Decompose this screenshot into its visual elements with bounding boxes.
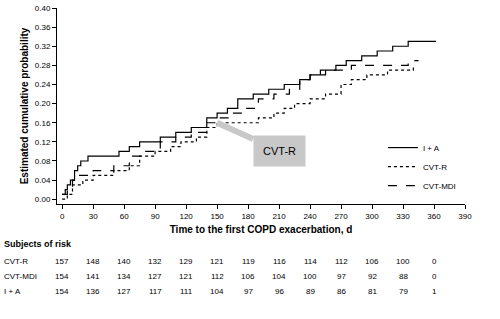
svg-text:0: 0 (432, 272, 437, 281)
svg-text:0.24: 0.24 (35, 80, 51, 89)
svg-text:92: 92 (368, 272, 377, 281)
svg-text:0.16: 0.16 (35, 119, 51, 128)
svg-text:I + A: I + A (4, 287, 21, 296)
svg-text:270: 270 (334, 212, 348, 221)
svg-text:154: 154 (55, 272, 69, 281)
svg-text:148: 148 (86, 257, 100, 266)
svg-text:CVT-R: CVT-R (263, 145, 296, 157)
svg-text:104: 104 (272, 272, 286, 281)
svg-text:I + A: I + A (423, 144, 440, 153)
svg-text:117: 117 (149, 287, 162, 296)
svg-text:154: 154 (55, 287, 69, 296)
svg-text:0: 0 (432, 257, 437, 266)
svg-text:180: 180 (241, 212, 255, 221)
svg-text:360: 360 (427, 212, 441, 221)
svg-text:114: 114 (304, 257, 317, 266)
svg-text:Time to the first COPD exacerb: Time to the first COPD exacerbation, d (170, 224, 353, 235)
svg-text:0.28: 0.28 (35, 61, 51, 70)
svg-text:86: 86 (337, 287, 346, 296)
svg-text:129: 129 (179, 257, 193, 266)
svg-text:150: 150 (210, 212, 224, 221)
svg-text:CVT-MDI: CVT-MDI (423, 182, 456, 191)
svg-text:Subjects of risk: Subjects of risk (4, 239, 72, 249)
svg-text:30: 30 (89, 212, 98, 221)
svg-text:0: 0 (60, 212, 65, 221)
svg-text:106: 106 (241, 272, 255, 281)
svg-text:100: 100 (303, 272, 317, 281)
svg-text:119: 119 (242, 257, 255, 266)
svg-text:132: 132 (148, 257, 162, 266)
svg-text:240: 240 (303, 212, 317, 221)
svg-text:140: 140 (117, 257, 131, 266)
svg-text:121: 121 (210, 257, 224, 266)
svg-text:0.36: 0.36 (35, 23, 51, 32)
svg-text:81: 81 (368, 287, 377, 296)
svg-text:1: 1 (432, 287, 437, 296)
svg-text:0.12: 0.12 (35, 138, 51, 147)
svg-text:60: 60 (120, 212, 129, 221)
svg-text:88: 88 (399, 272, 408, 281)
svg-text:CVT-R: CVT-R (423, 163, 447, 172)
svg-text:90: 90 (151, 212, 160, 221)
svg-text:0.32: 0.32 (35, 42, 51, 51)
svg-text:0.00: 0.00 (35, 195, 51, 204)
svg-text:116: 116 (273, 257, 286, 266)
svg-text:0.04: 0.04 (35, 176, 51, 185)
svg-text:330: 330 (396, 212, 410, 221)
svg-text:120: 120 (179, 212, 193, 221)
svg-text:97: 97 (337, 272, 346, 281)
svg-text:134: 134 (117, 272, 131, 281)
svg-text:111: 111 (180, 287, 193, 296)
svg-text:0.40: 0.40 (35, 4, 51, 13)
svg-text:112: 112 (211, 272, 224, 281)
svg-text:104: 104 (210, 287, 224, 296)
svg-text:390: 390 (458, 212, 472, 221)
svg-text:100: 100 (396, 257, 410, 266)
svg-text:106: 106 (365, 257, 379, 266)
svg-text:127: 127 (148, 272, 162, 281)
svg-text:0.08: 0.08 (35, 157, 51, 166)
svg-text:112: 112 (335, 257, 348, 266)
svg-text:300: 300 (365, 212, 379, 221)
svg-text:96: 96 (275, 287, 284, 296)
svg-text:127: 127 (117, 287, 131, 296)
svg-text:97: 97 (244, 287, 253, 296)
svg-text:79: 79 (399, 287, 408, 296)
svg-text:157: 157 (55, 257, 69, 266)
svg-text:CVT-R: CVT-R (4, 257, 28, 266)
svg-text:89: 89 (306, 287, 315, 296)
svg-text:136: 136 (86, 287, 100, 296)
svg-text:0.20: 0.20 (35, 99, 51, 108)
svg-text:210: 210 (272, 212, 286, 221)
svg-text:CVT-MDI: CVT-MDI (4, 272, 37, 281)
svg-text:Estimated cumulative probabili: Estimated cumulative probability (19, 27, 30, 184)
svg-text:121: 121 (179, 272, 193, 281)
svg-text:141: 141 (86, 272, 100, 281)
